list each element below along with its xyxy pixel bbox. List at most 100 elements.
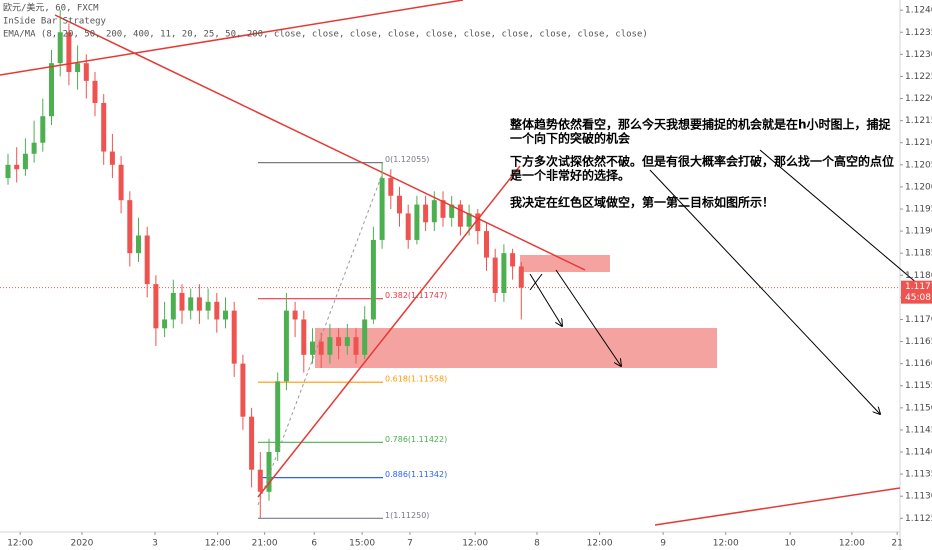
candle-body	[327, 337, 333, 355]
candle-body	[318, 341, 324, 355]
candle-body	[483, 231, 489, 258]
candle-body	[188, 297, 194, 311]
header-symbol: 欧元/美元, 60, FXCM	[3, 2, 99, 14]
arrow	[555, 269, 621, 366]
header-indicator: EMA/MA (8, 20, 50, 200, 400, 11, 20, 25,…	[3, 30, 648, 40]
y-tick-label: 1.11500	[905, 403, 932, 413]
y-tick-label: 1.12300	[905, 50, 932, 60]
x-tick-label: 7	[407, 539, 413, 549]
candle-body	[127, 200, 133, 254]
candle-body	[136, 235, 142, 254]
candle-body	[196, 297, 202, 311]
x-tick-label: 9	[660, 539, 666, 549]
annotation: 我决定在红色区域做空，第一第二目标如图所示！	[510, 195, 774, 210]
countdown: 45:08	[905, 293, 931, 303]
candle-body	[440, 200, 446, 218]
x-tick-label: 12:00	[587, 539, 613, 549]
annotation: 整体趋势依然看空，那么今天我想要捕捉的机会就是在h小时图上，捕捉	[509, 117, 892, 132]
trend-line	[654, 487, 901, 526]
y-tick-label: 1.11400	[905, 448, 932, 458]
candle-body	[153, 284, 159, 329]
x-tick-label: 21	[891, 539, 902, 549]
candle-body	[5, 164, 11, 179]
short-zone	[520, 255, 610, 272]
candle-body	[431, 200, 437, 223]
y-tick-label: 1.11600	[905, 359, 932, 369]
price-axis	[900, 0, 932, 532]
fib-label: 0(1.12055)	[385, 155, 429, 164]
candle-body	[388, 178, 394, 196]
candle-body	[405, 213, 411, 240]
annotation: 一个向下的突破的机会	[510, 131, 631, 146]
candle-body	[214, 301, 220, 320]
y-tick-label: 1.12250	[905, 72, 932, 82]
candle-body	[240, 363, 246, 417]
trend-line	[54, 14, 586, 271]
candle-body	[92, 80, 98, 103]
plot: 0(1.12055) 0.382(1.11747) 0.618(1.11558) 0.…	[0, 10, 900, 520]
candle-body	[379, 178, 385, 240]
candle-body	[423, 204, 429, 223]
candle-body	[492, 257, 498, 293]
trend-line	[257, 165, 521, 498]
candle-body	[170, 292, 176, 320]
x-tick-label: 12:00	[462, 539, 488, 549]
candle-body	[101, 102, 107, 152]
candle-body	[75, 63, 81, 73]
price-tag	[901, 280, 932, 304]
y-tick-label: 1.11300	[905, 492, 932, 502]
candle-body	[118, 164, 124, 201]
fib-label: 0.618(1.11558)	[385, 375, 447, 384]
x-tick-label: 15:00	[349, 539, 375, 549]
annotation: 下方多次试探依然不破。但是有很大概率会打破，那么找一个高空的点位	[510, 154, 894, 169]
candle-body	[370, 239, 376, 320]
arrow	[759, 149, 926, 291]
candle-body	[205, 301, 211, 311]
candle-body	[501, 253, 507, 293]
y-tick-label: 1.12400	[905, 6, 932, 16]
candle-body	[66, 32, 72, 73]
candle-body	[57, 32, 63, 64]
y-tick-label: 1.11800	[905, 271, 932, 281]
x-tick-label: 10	[784, 539, 796, 549]
candle-body	[31, 142, 37, 154]
candle-body	[414, 204, 420, 240]
price-tag-label: 1.11772	[905, 282, 932, 292]
x-tick-label: 12:00	[7, 539, 33, 549]
y-tick-label: 1.12050	[905, 160, 932, 170]
y-tick-label: 1.11950	[905, 205, 932, 215]
x-tick-label: 12:00	[205, 539, 231, 549]
candle-body	[396, 195, 402, 214]
y-tick-label: 1.11650	[905, 337, 932, 347]
arrow	[529, 273, 543, 291]
y-tick-label: 1.12150	[905, 116, 932, 126]
candle-body	[162, 319, 168, 329]
candle-body	[144, 235, 150, 285]
fib-label: 1(1.11250)	[385, 511, 429, 520]
y-tick-label: 1.11450	[905, 425, 932, 435]
arrow	[649, 169, 880, 414]
y-tick-label: 1.12000	[905, 182, 932, 192]
candle-body	[457, 204, 463, 227]
candle-body	[301, 319, 307, 355]
candle-body	[362, 319, 368, 355]
candle-body	[257, 469, 263, 492]
candle-body	[109, 151, 115, 165]
x-tick-label: 8	[534, 539, 540, 549]
candle-body	[449, 204, 455, 218]
y-tick-label: 1.12100	[905, 138, 932, 148]
target-zone	[315, 328, 717, 368]
candle-body	[266, 452, 272, 492]
candle-body	[344, 337, 350, 346]
candle-body	[275, 381, 281, 453]
candle-body	[336, 337, 342, 346]
candle-body	[353, 337, 359, 355]
y-tick-label: 1.11350	[905, 470, 932, 480]
fib-label: 0.786(1.11422)	[385, 435, 447, 444]
candle-body	[40, 116, 46, 143]
candle-body	[179, 292, 185, 311]
candle-body	[223, 310, 229, 320]
candle-body	[475, 213, 481, 232]
candle-body	[309, 341, 315, 355]
